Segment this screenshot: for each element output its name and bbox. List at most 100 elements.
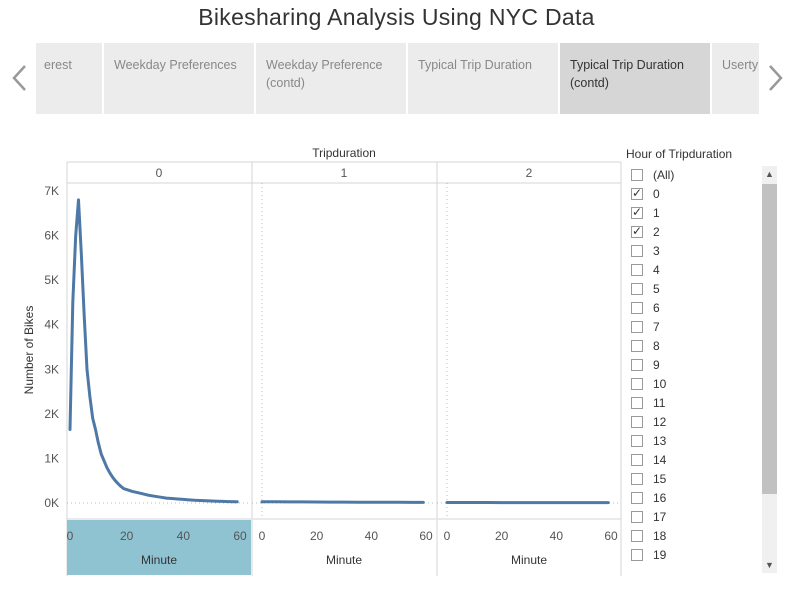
filter-item-label: 3	[653, 244, 660, 258]
filter-checkbox[interactable]	[631, 169, 643, 181]
scroll-down-icon[interactable]: ▼	[765, 560, 774, 570]
x-tick-label: 0	[444, 529, 451, 543]
x-tick-label: 20	[120, 529, 134, 543]
filter-title: Hour of Tripduration	[626, 147, 733, 161]
filter-checkbox[interactable]	[631, 397, 643, 409]
filter-checkbox[interactable]: ✓	[631, 205, 643, 219]
filter-checkbox[interactable]: ✓	[631, 224, 643, 238]
filter-item[interactable]: 4	[630, 261, 760, 280]
story-tab-label: Weekday Preference (contd)	[266, 58, 383, 90]
y-axis-title: Number of Bikes	[22, 306, 36, 395]
filter-checkbox[interactable]	[631, 530, 643, 542]
filter-item-label: 18	[653, 529, 667, 543]
filter-item[interactable]: (All)	[630, 166, 760, 185]
filter-item[interactable]: 7	[630, 318, 760, 337]
x-axis-highlight	[67, 520, 251, 575]
story-tab[interactable]: Weekday Preference (contd)	[256, 43, 406, 114]
story-tab-label: Userty	[722, 58, 759, 72]
facet-label: 0	[156, 166, 163, 180]
scroll-up-icon[interactable]: ▲	[765, 169, 774, 179]
filter-item[interactable]: 16	[630, 489, 760, 508]
filter-item[interactable]: 5	[630, 280, 760, 299]
filter-checkbox[interactable]	[631, 302, 643, 314]
filter-item[interactable]: 10	[630, 375, 760, 394]
filter-scrollbar[interactable]: ▲ ▼	[762, 166, 777, 573]
y-tick-label: 0K	[44, 496, 59, 510]
filter-item-label: 1	[653, 206, 660, 220]
x-tick-label: 60	[233, 529, 247, 543]
filter-item[interactable]: 11	[630, 394, 760, 413]
filter-item[interactable]: ✓ 1	[630, 204, 760, 223]
story-tab[interactable]: Weekday Preferences	[104, 43, 254, 114]
filter-checkbox[interactable]	[631, 378, 643, 390]
story-tab[interactable]: Userty	[712, 43, 759, 114]
chevron-left-icon[interactable]	[9, 60, 29, 96]
x-tick-label: 20	[310, 529, 324, 543]
filter-item-label: 8	[653, 339, 660, 353]
filter-checkbox[interactable]: ✓	[631, 186, 643, 200]
story-tab-label: erest	[44, 58, 72, 72]
scroll-thumb[interactable]	[762, 184, 777, 494]
filter-checkbox[interactable]	[631, 340, 643, 352]
story-tab-active[interactable]: Typical Trip Duration (contd)	[560, 43, 710, 114]
filter-checkbox[interactable]	[631, 511, 643, 523]
check-icon: ✓	[632, 186, 643, 200]
filter-item-label: 16	[653, 491, 667, 505]
filter-checkbox[interactable]	[631, 454, 643, 466]
hour-filter-list: (All) ✓ 0 ✓ 1 ✓ 2 3 4 5 6 7 8 9 10 11 12 13 14 15 16 17 18 19	[630, 166, 760, 570]
filter-item-label: 13	[653, 434, 667, 448]
filter-item-label: 9	[653, 358, 660, 372]
filter-item-label: 14	[653, 453, 667, 467]
filter-item[interactable]: 18	[630, 527, 760, 546]
filter-item[interactable]: 9	[630, 356, 760, 375]
filter-item[interactable]: 12	[630, 413, 760, 432]
filter-item[interactable]: ✓ 0	[630, 185, 760, 204]
filter-checkbox[interactable]	[631, 321, 643, 333]
filter-item[interactable]: 14	[630, 451, 760, 470]
story-tab-label: Typical Trip Duration (contd)	[570, 58, 684, 90]
filter-checkbox[interactable]	[631, 359, 643, 371]
story-tab[interactable]: erest	[36, 43, 102, 114]
filter-checkbox[interactable]	[631, 473, 643, 485]
y-tick-label: 4K	[44, 318, 59, 332]
filter-item[interactable]: 19	[630, 546, 760, 565]
filter-item-label: 4	[653, 263, 660, 277]
filter-checkbox[interactable]	[631, 435, 643, 447]
filter-item-label: 19	[653, 548, 667, 562]
x-tick-label: 0	[67, 529, 74, 543]
y-tick-label: 2K	[44, 407, 59, 421]
filter-item-label: 2	[653, 225, 660, 239]
filter-item-label: 7	[653, 320, 660, 334]
filter-item[interactable]: ✓ 2	[630, 223, 760, 242]
filter-item[interactable]: 6	[630, 299, 760, 318]
filter-checkbox[interactable]	[631, 283, 643, 295]
filter-item-label: 11	[653, 396, 666, 410]
filter-item[interactable]: 8	[630, 337, 760, 356]
series-line-hour-0	[68, 198, 239, 504]
y-tick-label: 3K	[44, 362, 59, 376]
facet-label: 2	[526, 166, 533, 180]
filter-item[interactable]: 13	[630, 432, 760, 451]
x-tick-label: 60	[419, 529, 433, 543]
story-tab[interactable]: Typical Trip Duration	[408, 43, 558, 114]
x-tick-label: 40	[177, 529, 191, 543]
x-axis-title: Minute	[326, 553, 362, 567]
filter-checkbox[interactable]	[631, 492, 643, 504]
filter-checkbox[interactable]	[631, 416, 643, 428]
filter-item[interactable]: 15	[630, 470, 760, 489]
filter-item[interactable]: 17	[630, 508, 760, 527]
filter-item-label: 5	[653, 282, 660, 296]
filter-item-label: 10	[653, 377, 667, 391]
story-tab-label: Weekday Preferences	[114, 58, 237, 72]
filter-checkbox[interactable]	[631, 264, 643, 276]
x-tick-label: 40	[365, 529, 379, 543]
x-tick-label: 40	[550, 529, 564, 543]
filter-item[interactable]: 3	[630, 242, 760, 261]
filter-checkbox[interactable]	[631, 245, 643, 257]
y-tick-label: 1K	[44, 451, 59, 465]
y-tick-label: 5K	[44, 273, 59, 287]
filter-item-label: 6	[653, 301, 660, 315]
chevron-right-icon[interactable]	[766, 60, 786, 96]
filter-checkbox[interactable]	[631, 549, 643, 561]
